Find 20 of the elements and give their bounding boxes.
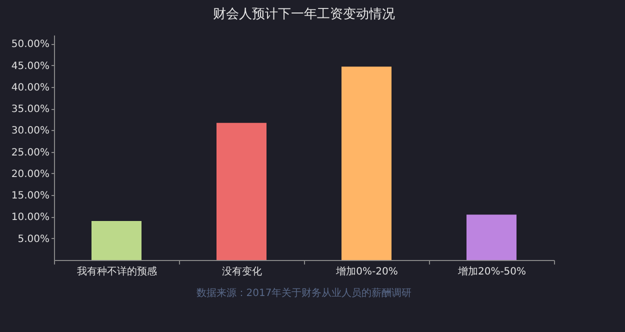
x-tick-label: 没有变化 xyxy=(222,266,262,278)
y-tick-label: 40.00% xyxy=(11,82,50,94)
y-tick-label: 10.00% xyxy=(11,212,50,224)
y-tick-label: 20.00% xyxy=(11,168,50,180)
bar xyxy=(92,221,142,260)
y-tick-label: 15.00% xyxy=(11,190,50,202)
y-tick-label: 25.00% xyxy=(11,147,50,158)
source-note: 数据来源：2017年关于财务从业人员的薪酬调研 xyxy=(196,287,412,299)
y-tick-label: 50.00% xyxy=(11,39,50,50)
bar xyxy=(342,66,392,260)
y-tick-label: 35.00% xyxy=(11,104,50,116)
chart-title: 财会人预计下一年工资变动情况 xyxy=(213,7,395,22)
y-tick-label: 45.00% xyxy=(11,60,50,72)
bar xyxy=(466,214,516,260)
x-tick-label: 增加0%-20% xyxy=(335,266,398,278)
x-tick-label: 增加20%-50% xyxy=(456,266,526,278)
x-tick-label: 我有种不详的预感 xyxy=(77,266,157,278)
y-tick-label: 30.00% xyxy=(11,126,50,137)
y-tick-label: 5.00% xyxy=(18,234,50,245)
bar xyxy=(216,122,266,260)
